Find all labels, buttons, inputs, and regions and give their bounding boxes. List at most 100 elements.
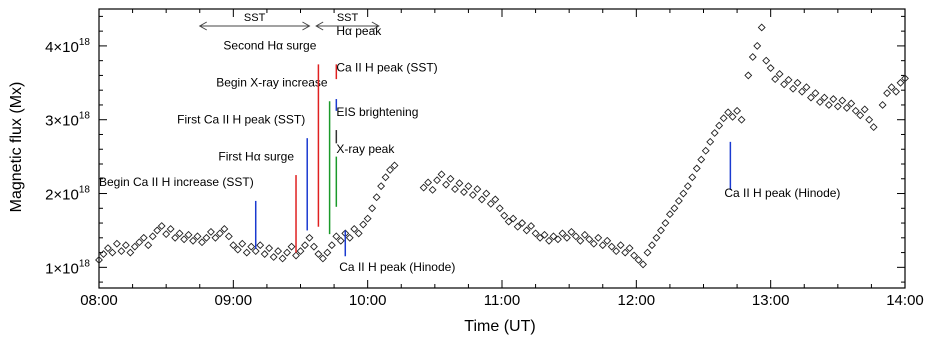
- sst-arrowhead-left: [315, 21, 324, 31]
- data-point: [144, 241, 153, 250]
- y-tick-times: ×10: [53, 260, 78, 277]
- x-tick-label: 09:00: [215, 292, 253, 309]
- data-point: [175, 229, 184, 238]
- data-point: [545, 236, 553, 245]
- data-point: [377, 182, 386, 191]
- data-point: [683, 182, 692, 191]
- data-point: [860, 105, 869, 114]
- data-point: [135, 238, 144, 247]
- data-point: [625, 244, 634, 253]
- data-point: [368, 204, 377, 213]
- data-point: [171, 233, 180, 242]
- y-tick-times: ×10: [53, 39, 78, 56]
- data-point: [345, 233, 354, 242]
- data-point: [815, 98, 824, 106]
- data-point: [697, 155, 706, 164]
- data-point: [202, 233, 211, 242]
- data-point: [639, 260, 647, 269]
- sst-label: SST: [337, 12, 359, 24]
- data-point: [460, 188, 468, 196]
- data-point: [166, 225, 175, 233]
- data-point: [789, 84, 797, 93]
- y-tick-exponent: 18: [79, 185, 91, 196]
- x-tick-label: 08:00: [80, 292, 118, 309]
- data-point: [616, 241, 625, 250]
- data-point: [701, 146, 710, 155]
- data-point: [386, 165, 394, 174]
- data-point: [679, 189, 688, 198]
- data-point: [189, 236, 197, 245]
- data-point: [495, 204, 504, 213]
- data-point: [518, 219, 527, 227]
- data-point: [549, 232, 558, 241]
- data-point: [688, 173, 697, 182]
- y-axis-label: Magnetic flux (Mx): [8, 82, 25, 213]
- data-points: [95, 23, 909, 269]
- data-point: [442, 180, 450, 189]
- event-label: Begin Ca II H increase (SST): [99, 175, 254, 189]
- data-point: [869, 123, 878, 132]
- data-point: [278, 254, 287, 263]
- data-point: [829, 95, 838, 103]
- data-point: [807, 93, 815, 102]
- event-label: Begin X-ray increase: [216, 76, 328, 90]
- data-point: [571, 232, 580, 241]
- data-point: [381, 173, 390, 182]
- data-point: [513, 222, 522, 231]
- data-point: [706, 137, 715, 146]
- data-point: [576, 236, 585, 245]
- data-point: [793, 78, 802, 87]
- data-point: [887, 83, 896, 92]
- event-label: Ca II H peak (Hinode): [339, 260, 455, 274]
- data-point: [464, 182, 473, 191]
- data-point: [724, 108, 733, 117]
- data-point: [674, 196, 683, 205]
- event-label: X-ray peak: [336, 142, 395, 156]
- data-point: [580, 230, 589, 239]
- data-point: [567, 227, 576, 236]
- data-point: [883, 89, 892, 98]
- data-point: [737, 115, 746, 124]
- event-label: Ca II H peak (SST): [336, 61, 437, 75]
- data-point: [323, 248, 332, 257]
- data-point: [562, 233, 571, 242]
- data-point: [121, 241, 130, 250]
- data-point: [715, 121, 724, 130]
- data-point: [274, 247, 283, 256]
- data-point: [661, 219, 670, 227]
- y-tick-label: 3×1018: [45, 111, 90, 130]
- data-point: [108, 248, 117, 257]
- data-point: [126, 248, 135, 257]
- data-point: [112, 239, 121, 248]
- x-axis: 08:00 09:00 10:00 11:00 12:00 13:00 14:00: [80, 9, 924, 309]
- data-point: [775, 70, 784, 78]
- data-point: [811, 89, 820, 98]
- data-point: [865, 115, 874, 124]
- data-point: [446, 174, 455, 183]
- data-point: [536, 233, 544, 242]
- data-point: [500, 211, 509, 220]
- data-point: [211, 233, 220, 242]
- sst-label: SST: [244, 12, 266, 24]
- data-point: [652, 233, 661, 242]
- data-point: [104, 244, 112, 253]
- data-point: [301, 241, 309, 250]
- data-point: [589, 239, 598, 248]
- data-point: [224, 232, 233, 241]
- y-tick-exponent: 18: [79, 258, 91, 269]
- event-label: Hα peak: [336, 24, 382, 38]
- x-tick-label: 13:00: [752, 292, 790, 309]
- y-tick-label: 4×1018: [45, 37, 90, 56]
- data-point: [238, 239, 247, 248]
- data-point: [256, 241, 265, 250]
- data-point: [744, 71, 753, 80]
- data-point: [896, 78, 905, 87]
- data-point: [851, 106, 860, 115]
- data-point: [428, 185, 437, 194]
- data-point: [728, 112, 737, 121]
- data-point: [634, 256, 643, 264]
- x-axis-label: Time (UT): [464, 318, 535, 335]
- data-point: [162, 230, 171, 239]
- data-point: [540, 230, 549, 239]
- data-point: [148, 232, 157, 241]
